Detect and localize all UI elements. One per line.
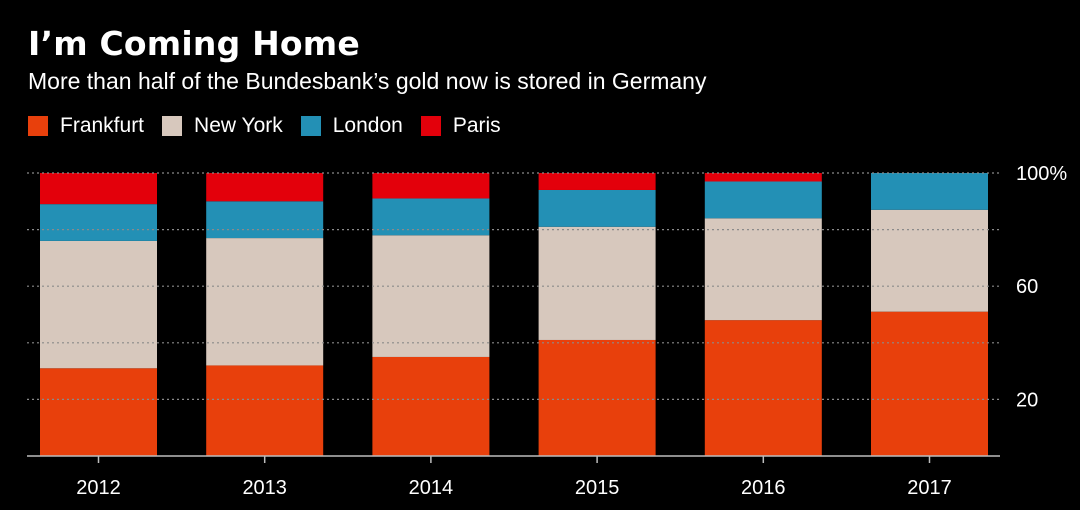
bar-2017-new-york (871, 209, 988, 312)
legend-item-paris: Paris (420, 114, 501, 138)
legend-swatch-new-york (162, 116, 183, 136)
x-tick-label-2013: 2013 (242, 477, 287, 499)
legend-label-new-york: New York (194, 114, 283, 137)
bar-2014-frankfurt (372, 356, 490, 456)
legend-label-paris: Paris (452, 114, 501, 137)
bar-2013-new-york (206, 238, 324, 366)
bar-2014-new-york (372, 235, 490, 357)
chart-subtitle: More than half of the Bundesbank’s gold … (28, 68, 707, 94)
legend-swatch-paris (420, 116, 441, 136)
legend-swatch-frankfurt (28, 116, 48, 136)
chart-title: I’m Coming Home (28, 24, 360, 63)
bar-2012-new-york (40, 240, 157, 369)
bar-2016-paris (704, 173, 822, 182)
x-tick-label-2015: 2015 (575, 477, 620, 499)
bar-2016-london (704, 181, 822, 219)
bar-2017-london (871, 173, 988, 210)
legend-label-london: London (332, 114, 403, 137)
bar-2013-frankfurt (206, 365, 324, 456)
x-tick-label-2012: 2012 (76, 477, 121, 499)
legend-item-frankfurt: Frankfurt (28, 114, 144, 138)
bar-2015-new-york (538, 226, 656, 340)
bar-2012-frankfurt (40, 368, 157, 456)
legend-item-london: London (300, 114, 403, 138)
bar-2013-paris (206, 173, 324, 202)
bar-2013-london (206, 201, 324, 239)
x-tick-label-2016: 2016 (741, 477, 786, 499)
bar-2017-frankfurt (871, 311, 988, 456)
bar-2016-frankfurt (704, 320, 822, 456)
bar-2015-frankfurt (538, 339, 656, 456)
legend-item-new-york: New York (162, 114, 283, 138)
legend-swatch-london (300, 116, 321, 136)
legend-label-frankfurt: Frankfurt (60, 114, 145, 137)
x-tick-label-2014: 2014 (409, 477, 454, 499)
bar-2015-london (538, 189, 656, 227)
y-tick-label-60: 60 (1016, 276, 1038, 298)
x-tick-label-2017: 2017 (907, 477, 952, 499)
y-tick-label-100: 100% (1016, 163, 1067, 185)
y-tick-label-20: 20 (1016, 389, 1038, 411)
bar-2015-paris (538, 173, 656, 190)
bar-2012-paris (40, 173, 157, 205)
legend: Frankfurt New York London Paris (28, 114, 519, 138)
bar-2012-london (40, 204, 157, 241)
bar-2014-london (372, 198, 490, 236)
bar-2016-new-york (704, 218, 822, 321)
bar-2014-paris (372, 173, 490, 199)
